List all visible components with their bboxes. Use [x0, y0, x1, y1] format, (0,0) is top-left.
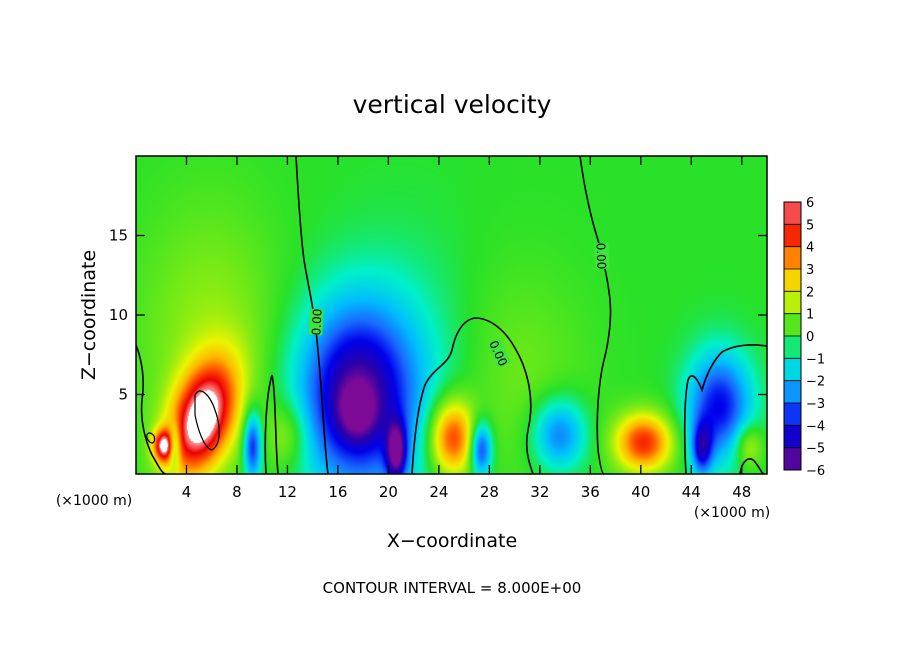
x-tick-label: 44 — [682, 483, 701, 501]
y-axis-label: Z−coordinate — [78, 250, 100, 380]
y-axis-ticks: 5 10 15 — [109, 227, 767, 404]
y-tick-label: 5 — [118, 386, 128, 404]
contour-label-text: 0.00 — [309, 308, 324, 335]
y-tick-label: 15 — [109, 227, 128, 245]
colorbar-swatch — [784, 224, 801, 248]
colorbar: 6 5 4 3 2 1 0 −1 −2 −3 −4 −5 −6 — [783, 196, 825, 479]
colorbar-tick-label: −3 — [806, 397, 825, 412]
colorbar-swatch — [784, 269, 801, 292]
y-tick-label: 10 — [109, 306, 128, 324]
colorbar-tick-label: 1 — [806, 308, 814, 323]
colorbar-swatch — [784, 403, 801, 426]
x-tick-label: 24 — [429, 483, 448, 501]
x-tick-label: 36 — [581, 483, 600, 501]
colorbar-tick-label: −4 — [806, 419, 825, 434]
colorbar-swatch — [784, 246, 801, 270]
colorbar-tick-label: 3 — [806, 263, 814, 278]
colorbar-tick-label: −6 — [806, 464, 825, 479]
x-unit-left: (×1000 m) — [56, 493, 132, 509]
contour-label-text: 0.00 — [594, 242, 609, 269]
x-tick-label: 48 — [732, 483, 751, 501]
colorbar-swatch — [784, 291, 801, 315]
x-tick-label: 12 — [278, 483, 297, 501]
colorbar-tick-label: −1 — [806, 352, 825, 367]
zero-contour-3 — [411, 317, 534, 474]
colorbar-swatch — [784, 425, 801, 449]
contour-labels: 0.000.000.00 — [308, 242, 610, 368]
colorbar-tick-label: 0 — [806, 330, 814, 345]
zero-contour-5 — [136, 344, 167, 474]
zero-contour-2 — [579, 156, 612, 474]
x-axis-ticks: 4 8 12 16 20 24 28 32 36 40 44 48 — [182, 156, 751, 501]
colorbar-tick-label: −5 — [806, 442, 825, 457]
zero-contour-4 — [683, 344, 767, 474]
x-tick-label: 28 — [480, 483, 499, 501]
zero-contour-8 — [146, 432, 156, 444]
x-tick-label: 20 — [379, 483, 398, 501]
colorbar-tick-label: 4 — [806, 241, 814, 256]
colorbar-tick-label: 6 — [806, 196, 814, 211]
colorbar-swatch — [784, 358, 801, 382]
chart-title: vertical velocity — [353, 90, 552, 119]
colorbar-tick-label: −2 — [806, 375, 825, 390]
x-tick-label: 40 — [631, 483, 650, 501]
zero-contour-6 — [194, 390, 220, 451]
x-tick-label: 32 — [530, 483, 549, 501]
zero-contour-9 — [739, 458, 765, 474]
x-axis-label: X−coordinate — [387, 530, 517, 552]
colorbar-swatch — [784, 202, 801, 225]
colorbar-tick-label: 5 — [806, 218, 814, 233]
x-tick-label: 16 — [328, 483, 347, 501]
x-tick-label: 8 — [232, 483, 242, 501]
colorbar-tick-label: 2 — [806, 285, 814, 300]
contour-interval-note: CONTOUR INTERVAL = 8.000E+00 — [323, 579, 582, 597]
contour-label: 0.00 — [308, 308, 325, 336]
x-tick-label: 4 — [182, 483, 192, 501]
x-unit-right: (×1000 m) — [694, 505, 770, 521]
contour-label: 0.00 — [594, 242, 610, 270]
colorbar-swatch — [784, 447, 801, 471]
colorbar-swatch — [784, 380, 801, 404]
velocity-field — [136, 156, 767, 474]
zero-contour-7 — [264, 374, 279, 474]
colorbar-swatch — [784, 336, 801, 359]
colorbar-swatch — [784, 313, 801, 337]
